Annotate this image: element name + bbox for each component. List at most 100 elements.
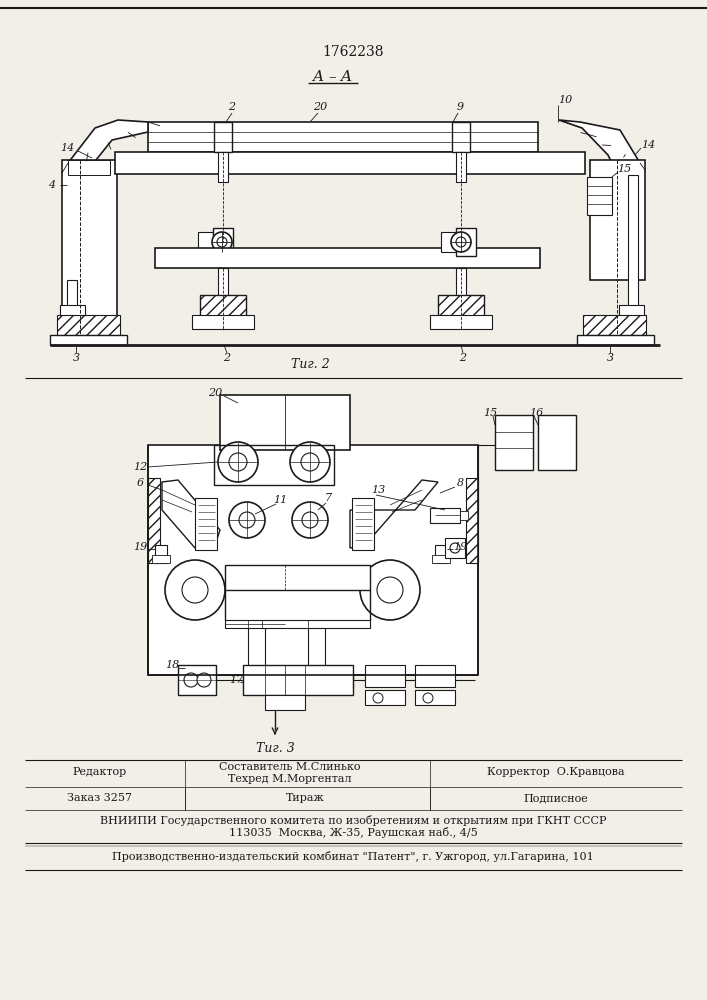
- Text: 14: 14: [641, 140, 655, 150]
- Bar: [430, 315, 492, 329]
- Bar: [220, 395, 350, 450]
- Bar: [538, 415, 576, 470]
- Bar: [62, 160, 117, 335]
- Bar: [445, 538, 465, 558]
- Circle shape: [184, 673, 198, 687]
- Bar: [624, 325, 638, 333]
- Bar: [430, 508, 460, 523]
- Bar: [415, 690, 455, 705]
- Text: 10: 10: [558, 95, 572, 105]
- Bar: [466, 478, 478, 563]
- Text: Τиг. 3: Τиг. 3: [256, 742, 294, 754]
- Circle shape: [292, 502, 328, 538]
- Bar: [213, 228, 233, 256]
- Text: 15: 15: [617, 164, 631, 174]
- Bar: [148, 122, 538, 152]
- Bar: [225, 565, 370, 590]
- Bar: [57, 315, 120, 335]
- Circle shape: [423, 693, 433, 703]
- Circle shape: [229, 453, 247, 471]
- Text: 3: 3: [607, 353, 614, 363]
- Bar: [265, 695, 305, 710]
- Text: A: A: [312, 70, 324, 84]
- Text: –: –: [328, 70, 336, 84]
- Bar: [60, 305, 85, 317]
- Bar: [155, 545, 167, 563]
- Bar: [155, 248, 540, 268]
- Circle shape: [239, 512, 255, 528]
- Text: ВНИИПИ Государственного комитета по изобретениям и открытиям при ГКНТ СССР: ВНИИПИ Государственного комитета по изоб…: [100, 816, 606, 826]
- Bar: [456, 268, 466, 298]
- Bar: [441, 232, 456, 252]
- Bar: [214, 122, 232, 152]
- Circle shape: [377, 577, 403, 603]
- Bar: [50, 335, 127, 345]
- Text: 2: 2: [223, 353, 230, 363]
- Bar: [628, 175, 638, 330]
- Bar: [178, 665, 216, 695]
- Bar: [200, 295, 246, 317]
- Bar: [225, 620, 370, 628]
- Text: 1762238: 1762238: [322, 45, 384, 59]
- Circle shape: [301, 453, 319, 471]
- Text: 7: 7: [325, 493, 332, 503]
- Circle shape: [165, 560, 225, 620]
- Bar: [587, 177, 612, 215]
- Circle shape: [182, 577, 208, 603]
- Text: 15: 15: [483, 408, 497, 418]
- Bar: [577, 335, 654, 345]
- Polygon shape: [350, 480, 438, 548]
- Circle shape: [197, 673, 211, 687]
- Bar: [495, 415, 533, 470]
- Bar: [590, 160, 645, 280]
- Bar: [148, 478, 160, 563]
- Bar: [67, 280, 77, 335]
- Bar: [152, 555, 170, 563]
- Bar: [115, 152, 585, 174]
- Circle shape: [218, 442, 258, 482]
- Text: Техред М.Моргентал: Техред М.Моргентал: [228, 774, 352, 784]
- Polygon shape: [162, 480, 220, 548]
- Text: 2: 2: [460, 353, 467, 363]
- Text: Заказ 3257: Заказ 3257: [67, 793, 132, 803]
- Text: Корректор  О.Кравцова: Корректор О.Кравцова: [487, 767, 625, 777]
- Bar: [218, 268, 228, 298]
- Circle shape: [373, 693, 383, 703]
- Text: Τиг. 2: Τиг. 2: [291, 359, 329, 371]
- Polygon shape: [62, 120, 148, 173]
- Bar: [243, 665, 353, 695]
- Circle shape: [451, 232, 471, 252]
- Bar: [218, 152, 228, 182]
- Text: 20: 20: [208, 388, 222, 398]
- Circle shape: [456, 237, 466, 247]
- Bar: [352, 498, 374, 550]
- Text: Подписное: Подписное: [524, 793, 588, 803]
- Bar: [432, 555, 450, 563]
- Text: 20: 20: [313, 102, 327, 112]
- Text: Редактор: Редактор: [73, 767, 127, 777]
- Circle shape: [229, 502, 265, 538]
- Bar: [456, 152, 466, 182]
- Bar: [619, 305, 644, 317]
- Text: 12: 12: [133, 462, 147, 472]
- Bar: [195, 498, 217, 550]
- Bar: [365, 690, 405, 705]
- Bar: [415, 665, 455, 687]
- Text: 11: 11: [273, 495, 287, 505]
- Text: Тираж: Тираж: [286, 793, 325, 803]
- Polygon shape: [559, 120, 645, 175]
- Text: Составитель М.Слинько: Составитель М.Слинько: [219, 762, 361, 772]
- Text: Производственно-издательский комбинат "Патент", г. Ужгород, ул.Гагарина, 101: Производственно-издательский комбинат "П…: [112, 852, 594, 862]
- Bar: [460, 511, 468, 520]
- Text: 6: 6: [136, 478, 144, 488]
- Bar: [148, 445, 478, 675]
- Text: 4: 4: [49, 180, 56, 190]
- Circle shape: [450, 543, 460, 553]
- Bar: [438, 295, 484, 317]
- Text: 113035  Москва, Ж-35, Раушская наб., 4/5: 113035 Москва, Ж-35, Раушская наб., 4/5: [228, 828, 477, 838]
- Text: 19: 19: [133, 542, 147, 552]
- Text: 16: 16: [529, 408, 543, 418]
- Bar: [192, 315, 254, 329]
- Circle shape: [360, 560, 420, 620]
- Text: 19: 19: [453, 542, 467, 552]
